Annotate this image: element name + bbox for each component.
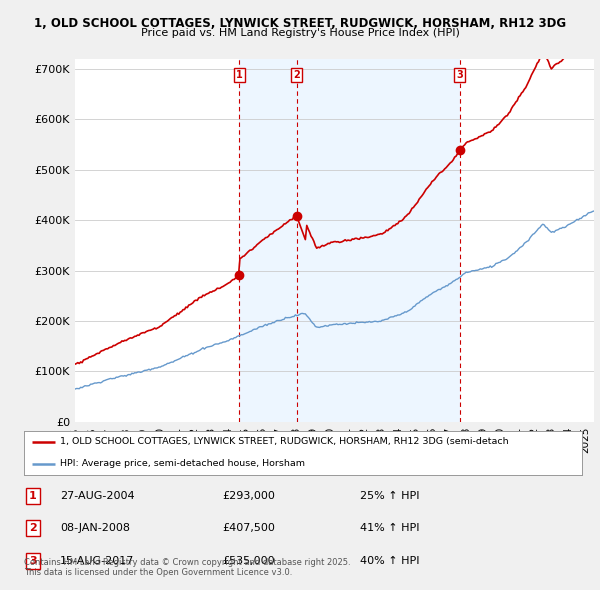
- Text: HPI: Average price, semi-detached house, Horsham: HPI: Average price, semi-detached house,…: [60, 460, 305, 468]
- Text: 25% ↑ HPI: 25% ↑ HPI: [360, 491, 419, 501]
- Text: 15-AUG-2017: 15-AUG-2017: [60, 556, 134, 566]
- Text: Contains HM Land Registry data © Crown copyright and database right 2025.
This d: Contains HM Land Registry data © Crown c…: [24, 558, 350, 577]
- Text: 27-AUG-2004: 27-AUG-2004: [60, 491, 134, 501]
- Text: 1, OLD SCHOOL COTTAGES, LYNWICK STREET, RUDGWICK, HORSHAM, RH12 3DG: 1, OLD SCHOOL COTTAGES, LYNWICK STREET, …: [34, 17, 566, 30]
- Text: 08-JAN-2008: 08-JAN-2008: [60, 523, 130, 533]
- Text: 40% ↑ HPI: 40% ↑ HPI: [360, 556, 419, 566]
- Text: 1: 1: [29, 491, 37, 501]
- Text: 2: 2: [29, 523, 37, 533]
- Text: Price paid vs. HM Land Registry's House Price Index (HPI): Price paid vs. HM Land Registry's House …: [140, 28, 460, 38]
- Text: 2: 2: [293, 70, 300, 80]
- Text: 1, OLD SCHOOL COTTAGES, LYNWICK STREET, RUDGWICK, HORSHAM, RH12 3DG (semi-detach: 1, OLD SCHOOL COTTAGES, LYNWICK STREET, …: [60, 437, 509, 446]
- Bar: [239, 59, 296, 422]
- Text: 3: 3: [457, 70, 463, 80]
- Text: £407,500: £407,500: [222, 523, 275, 533]
- Text: £293,000: £293,000: [222, 491, 275, 501]
- Text: 41% ↑ HPI: 41% ↑ HPI: [360, 523, 419, 533]
- Text: 3: 3: [29, 556, 37, 566]
- Text: 1: 1: [236, 70, 242, 80]
- Bar: [296, 59, 460, 422]
- Text: £535,000: £535,000: [222, 556, 275, 566]
